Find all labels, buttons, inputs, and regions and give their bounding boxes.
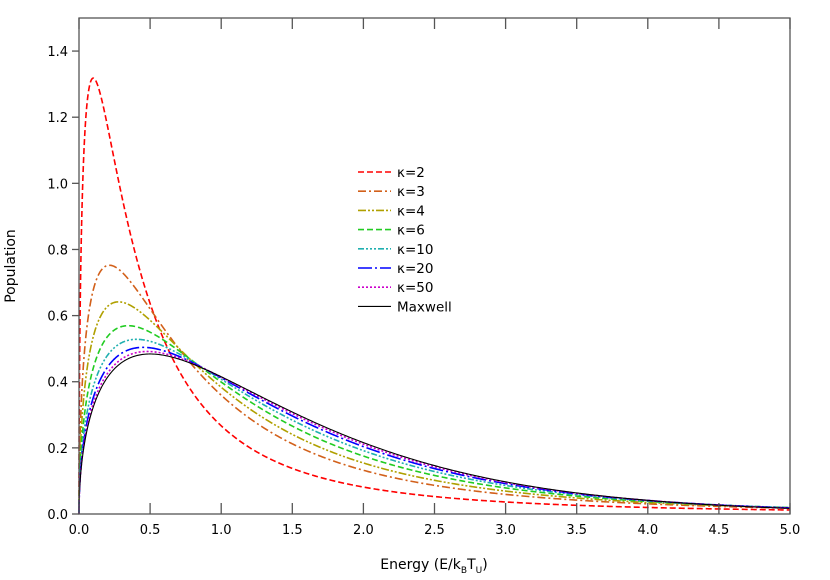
y-tick-label: 0.2 [47,442,68,457]
y-tick-label: 0.0 [47,508,68,523]
legend-label: κ=10 [397,242,433,258]
legend-item: κ=20 [358,261,433,277]
legend-item: κ=50 [358,280,433,296]
x-tick-label: 0.0 [69,523,90,538]
x-axis: 0.0 0.5 1.0 1.5 2.0 2.5 3.0 3.5 4.0 4.5 5.0 [69,18,801,538]
x-tick-label: 2.0 [353,523,374,538]
legend-item: κ=10 [358,242,433,258]
y-axis-label: Population [3,229,19,303]
series-line-kappa-4 [78,301,791,514]
legend-label: κ=6 [397,223,425,239]
series-curves [78,77,791,514]
x-tick-label: 3.5 [566,523,587,538]
y-tick-label: 0.6 [47,310,68,325]
legend-label: κ=50 [397,280,433,296]
series-line-kappa-2 [78,77,791,514]
legend-item: κ=6 [358,223,425,239]
x-tick-label: 0.5 [140,523,161,538]
y-tick-label: 1.2 [47,111,68,126]
x-tick-label: 3.0 [495,523,516,538]
y-tick-label: 1.4 [47,45,68,60]
y-tick-label: 0.8 [47,243,68,258]
series-line-kappa-20 [78,346,791,514]
x-tick-label: 5.0 [780,523,801,538]
legend-label: Maxwell [397,299,452,315]
x-tick-label: 4.5 [709,523,730,538]
series-line-maxwell [78,353,791,514]
legend-item: Maxwell [358,299,452,315]
series-line-kappa-6 [78,324,791,514]
legend-label: κ=2 [397,165,425,181]
legend-item: κ=4 [358,203,425,219]
legend-item: κ=3 [358,184,425,200]
y-tick-label: 1.0 [47,177,68,192]
legend-label: κ=20 [397,261,433,277]
series-line-kappa-3 [78,264,791,514]
legend-label: κ=3 [397,184,425,200]
x-tick-label: 4.0 [637,523,658,538]
legend-label: κ=4 [397,203,425,219]
x-axis-label: Energy (E/kBTU) [380,557,487,576]
legend-item: κ=2 [358,165,425,181]
legend: κ=2 κ=3 κ=4 κ=6 κ=10 κ=20 κ=50 Maxwell [358,165,452,315]
y-tick-label: 0.4 [47,376,68,391]
series-line-kappa-50 [78,350,791,514]
x-tick-label: 1.5 [282,523,303,538]
x-tick-label: 2.5 [424,523,445,538]
series-line-kappa-10 [78,338,791,514]
y-axis: 0.0 0.2 0.4 0.6 0.8 1.0 1.2 1.4 [47,45,79,523]
x-tick-label: 1.0 [211,523,232,538]
plot-frame [78,17,791,515]
